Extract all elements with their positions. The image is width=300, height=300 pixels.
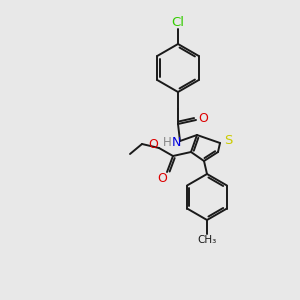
Text: S: S <box>224 134 232 146</box>
Text: Cl: Cl <box>172 16 184 28</box>
Text: O: O <box>198 112 208 124</box>
Text: N: N <box>171 136 181 148</box>
Text: O: O <box>148 139 158 152</box>
Text: CH₃: CH₃ <box>197 235 217 245</box>
Text: H: H <box>163 136 171 148</box>
Text: O: O <box>157 172 167 184</box>
